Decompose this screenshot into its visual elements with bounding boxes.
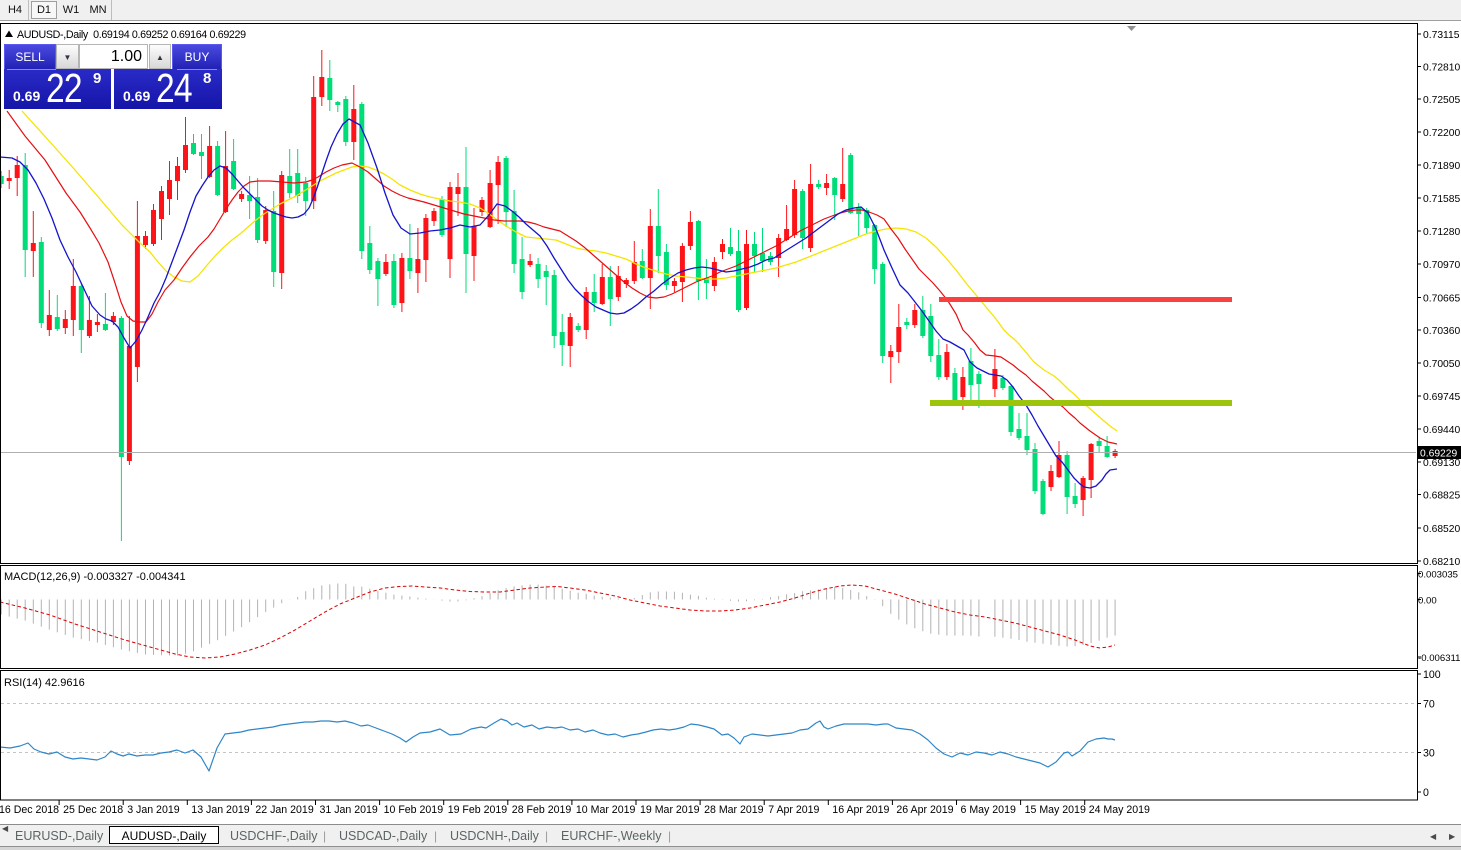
svg-text:0: 0 (1423, 787, 1429, 799)
svg-text:19 Mar 2019: 19 Mar 2019 (640, 804, 700, 816)
svg-text:16 Dec 2018: 16 Dec 2018 (0, 804, 59, 816)
svg-text:15 May 2019: 15 May 2019 (1025, 804, 1086, 816)
svg-text:0.72200: 0.72200 (1423, 128, 1460, 139)
svg-text:0.70360: 0.70360 (1423, 326, 1460, 337)
svg-text:AUDUSD-,Daily 0.69194 0.69252: AUDUSD-,Daily 0.69194 0.69252 0.69164 0.… (17, 29, 246, 41)
svg-text:0.72810: 0.72810 (1423, 63, 1460, 74)
svg-text:30: 30 (1423, 748, 1435, 760)
svg-text:0.70665: 0.70665 (1423, 294, 1460, 305)
svg-text:13 Jan 2019: 13 Jan 2019 (191, 804, 249, 816)
svg-text:6 May 2019: 6 May 2019 (961, 804, 1016, 816)
svg-text:0.71890: 0.71890 (1423, 161, 1460, 172)
svg-text:10 Mar 2019: 10 Mar 2019 (576, 804, 636, 816)
svg-text:0.68520: 0.68520 (1423, 524, 1460, 535)
svg-text:19 Feb 2019: 19 Feb 2019 (448, 804, 508, 816)
svg-text:28 Mar 2019: 28 Mar 2019 (704, 804, 764, 816)
svg-text:0.69440: 0.69440 (1423, 425, 1460, 436)
svg-text:0.68210: 0.68210 (1423, 557, 1460, 568)
svg-text:31 Jan 2019: 31 Jan 2019 (320, 804, 378, 816)
svg-text:0.72505: 0.72505 (1423, 95, 1460, 106)
svg-text:0.69130: 0.69130 (1423, 458, 1460, 469)
svg-text:0.70050: 0.70050 (1423, 359, 1460, 370)
svg-text:24 May 2019: 24 May 2019 (1089, 804, 1150, 816)
svg-text:3 Jan 2019: 3 Jan 2019 (127, 804, 180, 816)
svg-text:0.69229: 0.69229 (1420, 449, 1457, 460)
svg-text:28 Feb 2019: 28 Feb 2019 (512, 804, 572, 816)
svg-text:70: 70 (1423, 699, 1435, 711)
svg-text:0.70970: 0.70970 (1423, 260, 1460, 271)
svg-text:MACD(12,26,9) -0.003327 -0.004: MACD(12,26,9) -0.003327 -0.004341 (4, 571, 186, 583)
svg-text:7 Apr 2019: 7 Apr 2019 (768, 804, 819, 816)
svg-text:-0.006311: -0.006311 (1418, 653, 1461, 664)
svg-text:0.68825: 0.68825 (1423, 491, 1460, 502)
svg-text:100: 100 (1423, 669, 1441, 681)
svg-text:0.69745: 0.69745 (1423, 392, 1460, 403)
svg-text:10 Feb 2019: 10 Feb 2019 (384, 804, 444, 816)
svg-text:0.73115: 0.73115 (1423, 30, 1460, 41)
svg-text:0.00: 0.00 (1418, 596, 1437, 607)
svg-text:25 Dec 2018: 25 Dec 2018 (63, 804, 123, 816)
svg-text:26 Apr 2019: 26 Apr 2019 (896, 804, 953, 816)
svg-text:0.003035: 0.003035 (1418, 570, 1458, 581)
svg-text:22 Jan 2019: 22 Jan 2019 (255, 804, 313, 816)
svg-text:0.71280: 0.71280 (1423, 227, 1460, 238)
svg-text:16 Apr 2019: 16 Apr 2019 (832, 804, 889, 816)
svg-text:RSI(14) 42.9616: RSI(14) 42.9616 (4, 677, 85, 689)
svg-text:0.71585: 0.71585 (1423, 194, 1460, 205)
